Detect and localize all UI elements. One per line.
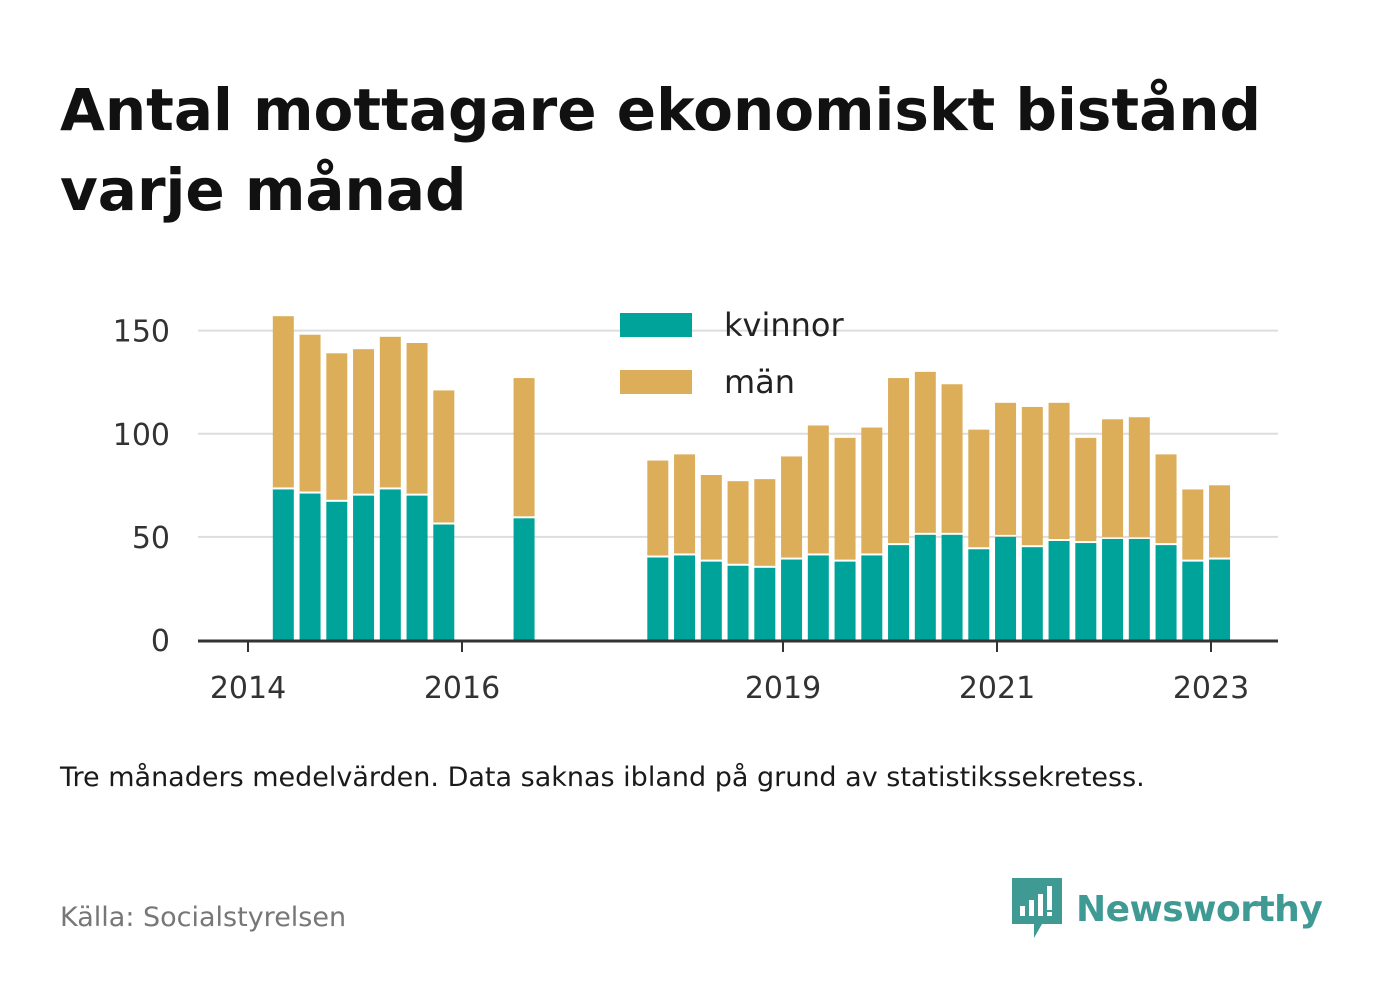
bar-kvinnor	[1155, 545, 1177, 640]
brand-name: Newsworthy	[1076, 888, 1323, 930]
newsworthy-logo-icon	[1012, 878, 1062, 938]
chart-title: Antal mottagare ekonomiskt bistånd varje…	[60, 76, 1262, 224]
bar-man	[861, 427, 883, 554]
bar-man	[353, 349, 375, 494]
bar-kvinnor	[1209, 559, 1231, 640]
bars	[272, 316, 1231, 640]
x-tick-label: 2023	[1173, 671, 1249, 706]
bar-man	[1182, 489, 1204, 560]
y-tick-label: 100	[113, 418, 170, 453]
bar-kvinnor	[941, 534, 963, 640]
bar-man	[1128, 417, 1150, 537]
bar-kvinnor	[379, 489, 401, 640]
bar-kvinnor	[1102, 538, 1124, 640]
x-axis: 2014 2016 2019 2021 2023	[198, 639, 1278, 706]
bar-man	[968, 429, 990, 548]
bar-kvinnor	[914, 534, 936, 640]
bar-kvinnor	[513, 518, 535, 640]
bar-man	[754, 479, 776, 566]
bar-man	[888, 378, 910, 544]
bar-kvinnor	[1182, 561, 1204, 640]
bar-man	[914, 371, 936, 533]
bar-kvinnor	[433, 524, 455, 640]
bar-kvinnor	[299, 493, 321, 640]
bar-man	[995, 402, 1017, 535]
bar-man	[1209, 485, 1231, 558]
legend: kvinnor män	[620, 306, 845, 401]
bar-man	[299, 334, 321, 492]
bar-kvinnor	[406, 495, 428, 640]
bar-man	[1021, 406, 1043, 546]
bar-man	[326, 353, 348, 500]
x-tick-label: 2021	[959, 671, 1035, 706]
bar-kvinnor	[995, 536, 1017, 640]
bar-kvinnor	[861, 555, 883, 640]
bar-chart: 0 50 100 150 2014 2016 2019 2021 2023 kvinnor mä…	[113, 306, 1278, 706]
bar-kvinnor	[888, 545, 910, 640]
bar-kvinnor	[1021, 547, 1043, 640]
legend-label: män	[724, 363, 795, 401]
bar-kvinnor	[647, 557, 669, 640]
bar-kvinnor	[968, 549, 990, 640]
bar-kvinnor	[326, 501, 348, 640]
bar-kvinnor	[727, 565, 749, 640]
chart-note: Tre månaders medelvärden. Data saknas ib…	[60, 762, 1145, 793]
bar-man	[727, 481, 749, 564]
bar-man	[272, 316, 294, 488]
bar-man	[1155, 454, 1177, 544]
bar-kvinnor	[1075, 543, 1097, 640]
bar-man	[1075, 437, 1097, 542]
bar-man	[834, 437, 856, 560]
bar-man	[807, 425, 829, 554]
bar-man	[379, 336, 401, 488]
bar-man	[1048, 402, 1070, 539]
x-tick-label: 2019	[745, 671, 821, 706]
bar-kvinnor	[700, 561, 722, 640]
bar-kvinnor	[1128, 538, 1150, 640]
bar-man	[781, 456, 803, 558]
bar-kvinnor	[674, 555, 696, 640]
bar-man	[941, 384, 963, 533]
bar-man	[513, 378, 535, 517]
bar-man	[1102, 419, 1124, 537]
bar-man	[700, 475, 722, 560]
bar-kvinnor	[353, 495, 375, 640]
bar-man	[433, 390, 455, 523]
legend-swatch	[620, 313, 692, 337]
y-tick-label: 150	[113, 315, 170, 350]
source-credit: Källa: Socialstyrelsen	[60, 902, 347, 933]
bar-kvinnor	[272, 489, 294, 640]
bar-man	[674, 454, 696, 554]
y-tick-label: 0	[151, 624, 170, 659]
bar-man	[647, 460, 669, 556]
bar-kvinnor	[807, 555, 829, 640]
bar-kvinnor	[1048, 541, 1070, 640]
x-tick-label: 2014	[210, 671, 286, 706]
y-tick-label: 50	[132, 521, 170, 556]
legend-label: kvinnor	[724, 306, 845, 344]
bar-man	[406, 343, 428, 494]
x-tick-label: 2016	[424, 671, 500, 706]
bar-kvinnor	[754, 567, 776, 640]
bar-kvinnor	[781, 559, 803, 640]
legend-swatch	[620, 370, 692, 394]
y-axis: 0 50 100 150	[113, 315, 170, 659]
brand-logo[interactable]: Newsworthy	[1012, 878, 1323, 940]
bar-kvinnor	[834, 561, 856, 640]
